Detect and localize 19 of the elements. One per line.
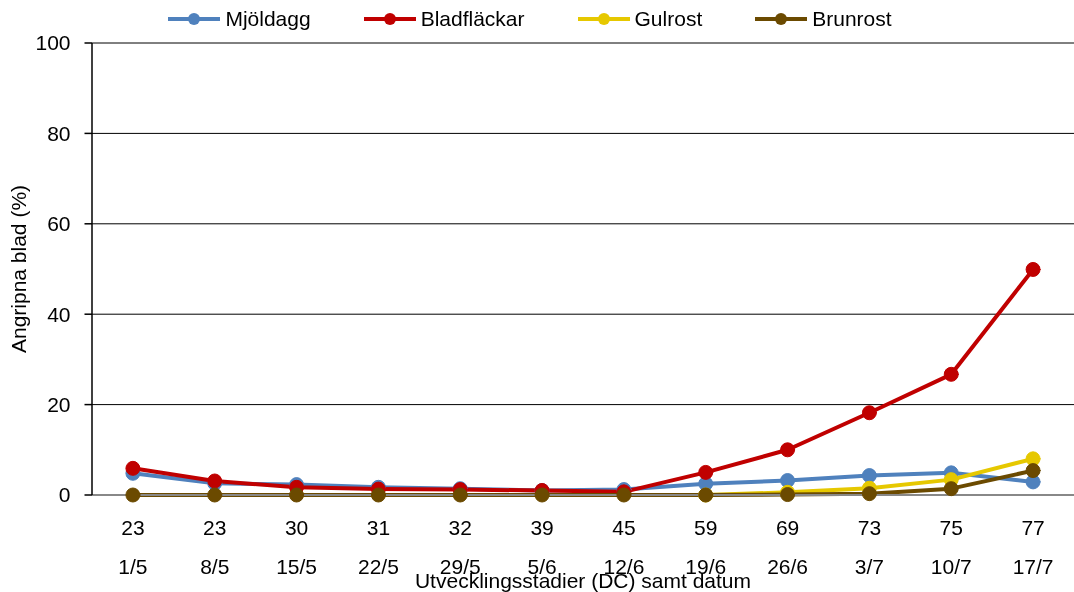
y-axis-title: Angripna blad (%) — [6, 184, 30, 354]
y-tick-label: 80 — [47, 121, 71, 145]
y-tick-label: 60 — [47, 212, 71, 236]
legend-label: Mjöldagg — [225, 6, 311, 32]
x-tick-label: 73 3/7 — [854, 516, 885, 578]
y-tick-label: 100 — [35, 31, 71, 55]
legend-label: Gulrost — [634, 6, 703, 32]
x-tick-label: 69 26/6 — [767, 516, 809, 578]
x-tick-label: 31 22/5 — [357, 516, 399, 578]
y-tick-label: 40 — [47, 302, 71, 326]
x-tick-label: 23 1/5 — [118, 516, 148, 578]
x-tick-label: 75 10/7 — [930, 516, 972, 578]
y-tick-label: 20 — [47, 393, 71, 417]
x-tick-label: 77 17/7 — [1012, 516, 1054, 578]
y-tick-label: 0 — [58, 483, 71, 507]
x-tick-label: 23 8/5 — [200, 516, 230, 578]
legend-label: Brunrost — [812, 6, 892, 32]
legend-label: Bladfläckar — [420, 6, 525, 32]
x-tick-label: 30 15/5 — [276, 516, 318, 578]
